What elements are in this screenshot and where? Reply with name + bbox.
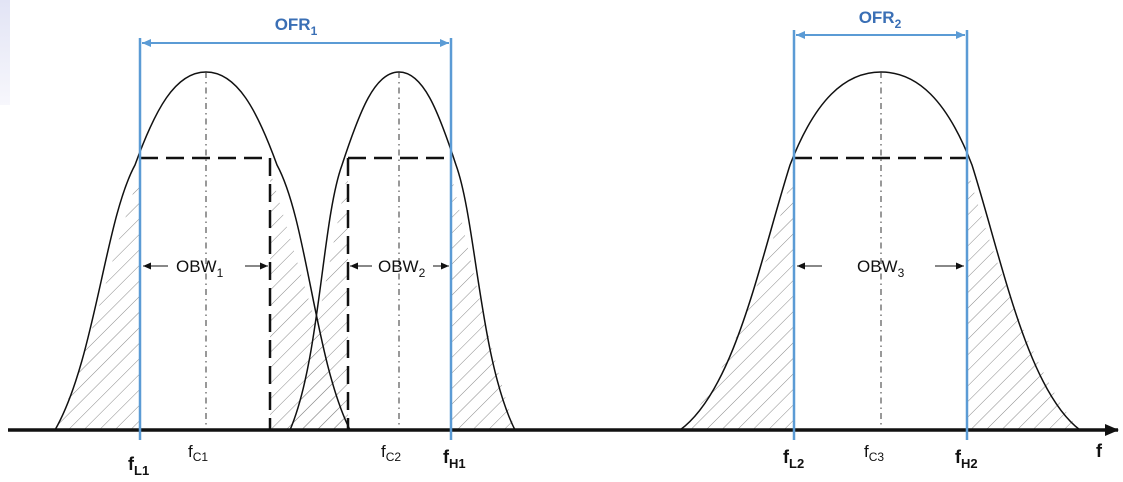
ofr-boundaries [138,30,969,440]
fh1-label: fH1 [443,447,466,471]
ofr-1-label: OFR1 [275,15,318,38]
tail-1-left [55,172,140,430]
obw-3-label: OBW3 [857,257,905,280]
tail-3-left [680,168,794,430]
obw-dashed-lines [140,156,967,430]
emission-curves [54,71,1081,431]
ofr-2-label: OFR2 [859,8,902,31]
tail-1-right [270,170,350,430]
fc3-label: fC3 [864,442,884,464]
fc2-label: fC2 [381,442,401,464]
obw-2-label: OBW2 [378,257,426,280]
frequency-axis-label: f [1096,441,1103,461]
tail-3-right [967,168,1080,430]
fh2-label: fH2 [955,447,978,471]
hatched-tails [55,168,1080,430]
fc1-label: fC1 [188,442,208,464]
fl1-label: fL1 [128,454,149,478]
obw-1-label: OBW1 [176,257,224,280]
tail-2-left [290,172,348,430]
center-lines [205,72,882,430]
tail-2-right [451,172,515,430]
left-edge-accent [0,0,10,105]
ofr-arrows [142,31,965,47]
fl2-label: fL2 [783,447,804,471]
